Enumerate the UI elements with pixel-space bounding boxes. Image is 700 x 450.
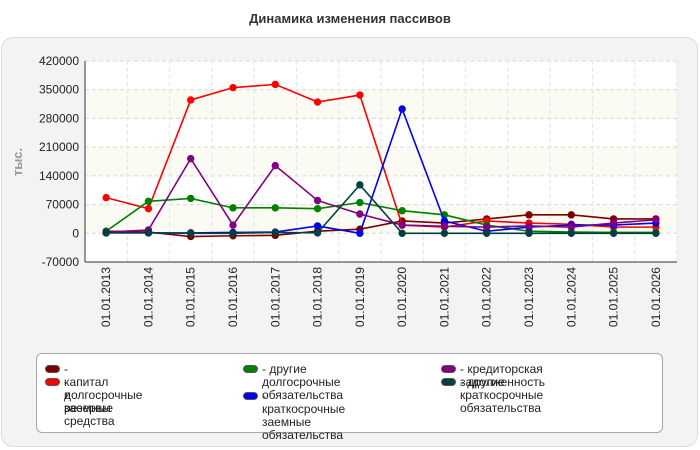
data-point [398,207,406,215]
series-line [105,83,656,228]
legend-label: - долгосрочные заемные средства [64,376,142,428]
data-point [271,80,279,89]
x-tick-label: 01.01.2018 [311,267,325,327]
data-point [440,222,449,231]
x-tick-label: 01.01.2017 [268,267,282,327]
data-point [525,222,533,230]
data-point [483,229,491,237]
series-line [106,214,656,238]
x-tick-label: 01.01.2026 [649,267,663,327]
legend-label: - капитал и резервы [64,362,111,415]
data-point [356,198,364,207]
data-point [567,229,575,237]
y-tick-label: 0 [72,226,79,240]
x-tick-label: 01.01.2014 [141,267,155,327]
x-tick-label: 01.01.2023 [522,267,536,327]
data-point [356,229,364,237]
legend-label: - другие долгосрочные обязательства [262,363,343,402]
data-point [567,211,575,219]
legend-swatch [441,365,456,373]
x-tick-label: 01.01.2020 [395,267,409,327]
data-point [313,222,322,230]
data-point [229,221,237,229]
legend-label-line2: средства [64,414,115,428]
data-point [187,154,195,163]
data-point [313,196,322,205]
data-point [398,221,406,229]
legend-swatch [45,365,60,373]
data-point [271,204,279,212]
data-point [652,216,660,224]
legend-swatch [243,365,258,373]
y-axis-label: тыс. [10,148,25,176]
y-tick-label: 350000 [39,83,79,97]
x-tick-label: 01.01.2013 [99,267,113,327]
data-point [356,181,364,189]
x-tick-label: 01.01.2021 [437,267,451,327]
legend-label-line2: обязательства [262,388,343,402]
x-tick-label: 01.01.2019 [353,267,367,327]
data-point [144,229,153,237]
data-point [609,229,618,237]
data-point [229,83,237,92]
series-line [106,157,656,233]
legend-label: - кредиторская задолженность [460,362,545,389]
data-point [313,98,322,106]
data-point [102,229,110,237]
y-tick-label: 70000 [46,198,80,212]
legend-swatch [441,378,456,386]
data-point [313,204,322,213]
data-point [525,211,533,219]
legend-label: - другие краткосрочные обязательства [460,376,543,415]
legend-label-line2: обязательства [262,428,343,442]
data-point [398,229,406,237]
data-point [271,228,279,237]
data-point [187,194,195,203]
data-point [609,219,618,227]
legend-label-line2: обязательства [460,401,541,415]
data-point [567,223,575,231]
data-point [652,229,660,237]
legend-swatch [243,392,258,400]
x-tick-label: 01.01.2016 [226,267,240,327]
y-tick-label: -70000 [42,255,80,269]
legend-label-line1: - другие краткосрочные [460,375,544,402]
data-point [398,105,406,113]
data-point [440,229,449,237]
data-point [187,96,195,104]
x-tick-label: 01.01.2022 [480,267,494,327]
legend-swatch [45,378,60,386]
data-point [356,91,364,99]
legend-label: - краткосрочные заемные обязательства [262,390,345,442]
legend-label-line1: - долгосрочные заемные [64,375,143,415]
series-line [105,197,656,234]
legend-label-line1: - другие долгосрочные [262,362,341,389]
data-point [187,229,195,237]
data-point [525,229,533,237]
x-tick-label: 01.01.2024 [564,267,578,327]
x-tick-label: 01.01.2025 [607,267,621,327]
y-tick-label: 140000 [39,169,79,183]
chart-title: Динамика изменения пассивов [249,11,451,26]
series-line [106,183,656,235]
data-point [356,210,364,218]
data-point [313,229,322,237]
data-point [229,229,237,237]
chart-legend: - капитал и резервы - долгосрочные заемн… [36,353,663,442]
data-point [144,204,153,213]
data-point [483,223,491,231]
x-tick-label: 01.01.2015 [184,267,198,327]
data-point [271,161,279,170]
data-point [144,197,153,205]
data-point [102,193,110,202]
y-tick-label: 210000 [39,140,79,154]
y-tick-label: 420000 [39,54,79,68]
y-tick-label: 280000 [39,111,79,125]
legend-label-line1: - краткосрочные заемные [262,389,346,429]
data-point [229,204,237,212]
